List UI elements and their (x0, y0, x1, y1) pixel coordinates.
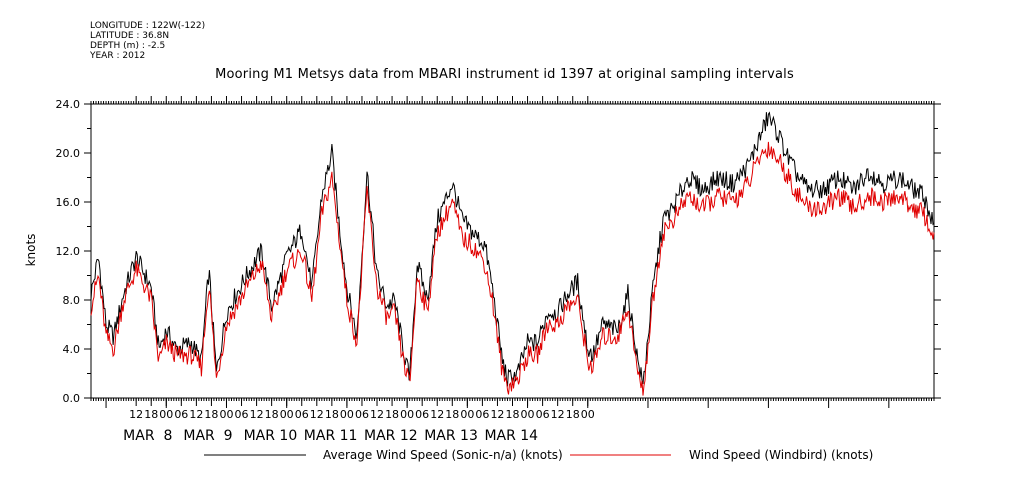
x-tick-label: 06 (355, 408, 369, 421)
x-tick-label: 12 (430, 408, 444, 421)
y-tick-label: 12.0 (56, 245, 81, 258)
x-tick-label: 18 (204, 408, 218, 421)
x-tick-label: 18 (144, 408, 158, 421)
x-tick-label: 12 (551, 408, 565, 421)
x-tick-label: 00 (460, 408, 474, 421)
legend-label-windbird-wind-speed: Wind Speed (Windbird) (knots) (689, 448, 873, 462)
x-tick-label: 12 (250, 408, 264, 421)
x-tick-label: 18 (506, 408, 520, 421)
x-date-label: MAR 8 (123, 428, 172, 444)
x-tick-label: 00 (219, 408, 233, 421)
x-tick-label: 06 (415, 408, 429, 421)
depth-label: DEPTH (m) : -2.5 (90, 41, 166, 51)
x-date-label: MAR 14 (484, 428, 538, 444)
latitude-label: LATITUDE : 36.8N (90, 31, 170, 41)
x-tick-label: 00 (280, 408, 294, 421)
series-line-average-wind-speed (90, 111, 935, 387)
x-date-label: MAR 10 (244, 428, 298, 444)
x-tick-label: 18 (385, 408, 399, 421)
x-tick-label: 00 (159, 408, 173, 421)
x-tick-label: 18 (265, 408, 279, 421)
x-date-label: MAR 11 (304, 428, 358, 444)
x-tick-label: 06 (536, 408, 550, 421)
longitude-label: LONGITUDE : 122W(-122) (90, 21, 206, 31)
x-tick-label: 00 (400, 408, 414, 421)
x-tick-label: 06 (475, 408, 489, 421)
y-tick-label: 20.0 (56, 147, 81, 160)
series-line-windbird-wind-speed (90, 141, 935, 396)
y-tick-label: 4.0 (63, 343, 81, 356)
y-tick-label: 24.0 (56, 98, 81, 111)
x-tick-label: 18 (445, 408, 459, 421)
x-tick-label: 12 (370, 408, 384, 421)
x-tick-label: 12 (310, 408, 324, 421)
x-date-label: MAR 13 (424, 428, 478, 444)
metadata-block: LONGITUDE : 122W(-122) LATITUDE : 36.8N … (90, 21, 205, 61)
x-tick-label: 06 (174, 408, 188, 421)
y-tick-label: 16.0 (56, 196, 81, 209)
y-tick-label: 8.0 (63, 294, 81, 307)
x-date-label: MAR 12 (364, 428, 418, 444)
chart-title: Mooring M1 Metsys data from MBARI instru… (215, 67, 794, 82)
y-tick-label: 0.0 (63, 392, 81, 405)
x-tick-label: 06 (235, 408, 249, 421)
year-label: YEAR : 2012 (90, 51, 146, 61)
x-tick-label: 12 (490, 408, 504, 421)
legend-label-average-wind-speed: Average Wind Speed (Sonic-n/a) (knots) (323, 448, 563, 462)
x-tick-label: 18 (325, 408, 339, 421)
x-date-label: MAR 9 (183, 428, 232, 444)
x-tick-label: 12 (189, 408, 203, 421)
x-tick-label: 06 (295, 408, 309, 421)
x-tick-label: 00 (340, 408, 354, 421)
x-tick-label: 00 (581, 408, 595, 421)
x-tick-label: 18 (566, 408, 580, 421)
x-tick-label: 12 (129, 408, 143, 421)
x-tick-label: 00 (521, 408, 535, 421)
plot-frame (90, 103, 935, 399)
